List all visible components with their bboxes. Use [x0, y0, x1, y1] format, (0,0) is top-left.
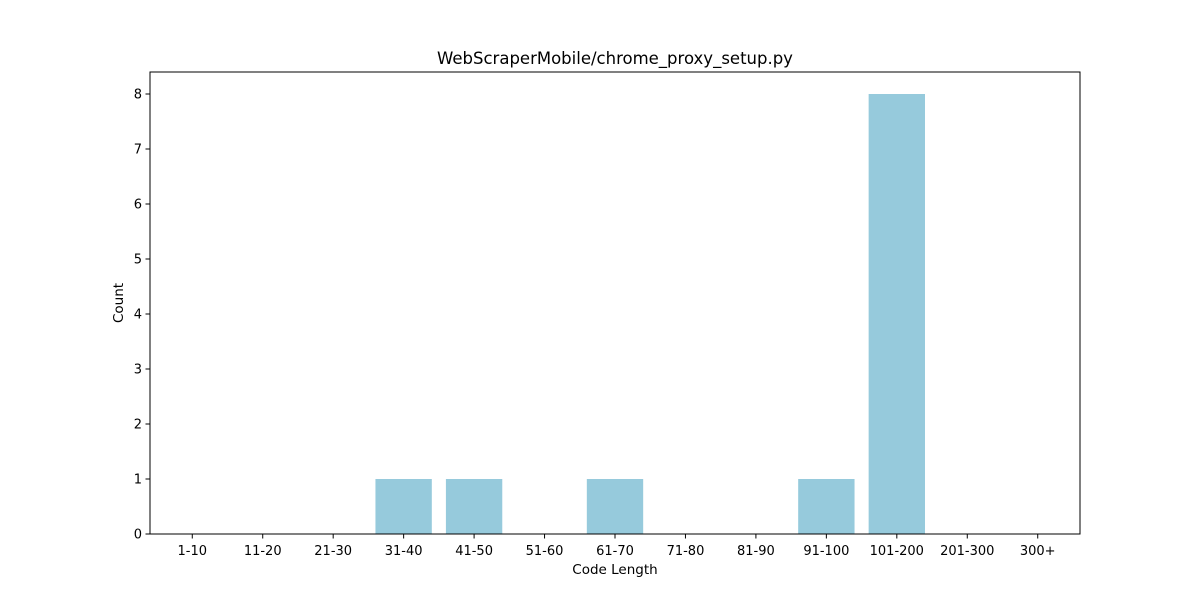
y-tick-label: 8 — [134, 88, 142, 103]
x-tick-label: 1-10 — [178, 544, 208, 559]
chart-title: WebScraperMobile/chrome_proxy_setup.py — [437, 49, 793, 69]
x-tick-label: 11-20 — [244, 544, 282, 559]
y-tick-label: 5 — [134, 253, 142, 268]
y-tick-label: 7 — [134, 143, 142, 158]
bar-31-40 — [375, 479, 432, 534]
x-tick-label: 201-300 — [940, 544, 994, 559]
x-tick-label: 21-30 — [314, 544, 352, 559]
y-tick-label: 1 — [134, 473, 142, 488]
y-axis-ticks: 0 1 2 3 4 5 6 7 8 — [134, 88, 150, 543]
y-tick-label: 0 — [134, 528, 142, 543]
bar-61-70 — [586, 479, 644, 534]
bars-group — [375, 94, 925, 534]
y-tick-label: 3 — [134, 363, 142, 378]
x-tick-label: 91-100 — [803, 544, 849, 559]
x-tick-label: 101-200 — [870, 544, 924, 559]
x-tick-label: 61-70 — [596, 544, 634, 559]
x-axis-label: Code Length — [572, 562, 657, 578]
x-tick-label: 81-90 — [737, 544, 775, 559]
x-tick-label: 71-80 — [667, 544, 705, 559]
x-tick-label: 300+ — [1020, 544, 1056, 559]
x-tick-label: 51-60 — [526, 544, 564, 559]
plot-frame — [149, 71, 1081, 535]
y-tick-label: 2 — [134, 418, 142, 433]
x-tick-label: 41-50 — [455, 544, 493, 559]
y-tick-label: 6 — [134, 198, 142, 213]
x-tick-label: 31-40 — [385, 544, 423, 559]
bar-41-50 — [445, 479, 503, 534]
bar-91-100 — [798, 479, 855, 534]
y-axis-label: Count — [111, 283, 127, 323]
x-axis-ticks: 1-10 11-20 21-30 31-40 41-50 51-60 61-70 71-80 8… — [178, 534, 1056, 559]
y-tick-label: 4 — [134, 308, 142, 323]
bar-101-200 — [868, 94, 925, 534]
